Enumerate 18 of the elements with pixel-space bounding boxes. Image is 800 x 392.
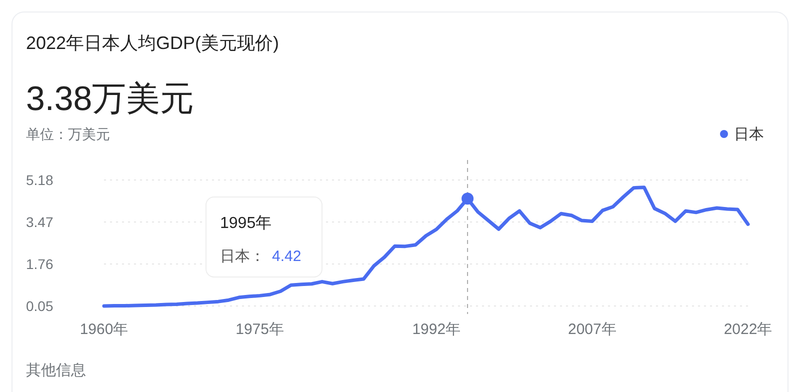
x-tick-label: 1975年 (236, 321, 284, 338)
y-tick-label: 1.76 (26, 256, 54, 272)
line-series (102, 186, 750, 308)
chart-subtitle: 3.38万美元 (26, 80, 194, 118)
x-tick-label: 2022年 (724, 321, 772, 338)
text: 其他信息 (26, 362, 86, 379)
y-axis-title: 单位：万美元 (26, 126, 110, 142)
y-tick-label: 3.47 (26, 214, 54, 230)
x-tick-label: 1960年 (80, 321, 128, 338)
y-tick-label: 0.05 (26, 298, 54, 314)
annotation: 1995年 (220, 215, 272, 232)
annotation: 4.42 (272, 248, 302, 265)
x-tick-label: 2007年 (568, 321, 616, 338)
legend-label: 日本 (734, 126, 764, 143)
chart-title: 2022年日本人均GDP(美元现价) (26, 33, 280, 53)
y-tick-label: 5.18 (26, 172, 54, 188)
annotation: 日本： (220, 248, 265, 265)
x-tick-label: 1992年 (412, 321, 461, 338)
